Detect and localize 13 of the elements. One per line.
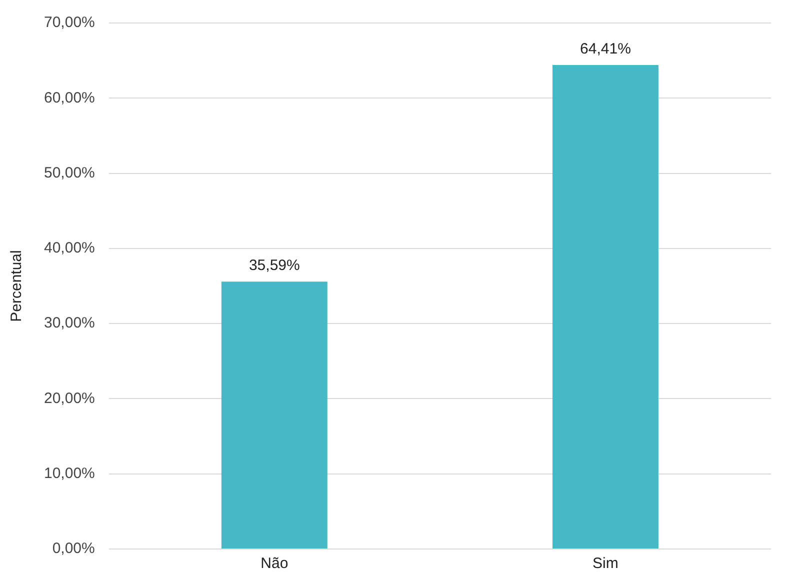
y-tick-label: 50,00% <box>44 164 95 182</box>
y-axis-title: Percentual <box>8 250 26 322</box>
y-tick-label: 30,00% <box>44 314 95 332</box>
x-tick-label: Sim <box>592 555 618 572</box>
y-tick-label: 20,00% <box>44 390 95 407</box>
data-label: 64,41% <box>580 40 631 58</box>
data-label: 35,59% <box>248 257 300 274</box>
y-tick-label: 0,00% <box>52 540 95 558</box>
x-tick-label: Não <box>260 555 288 572</box>
y-tick-label: 60,00% <box>44 89 95 106</box>
y-tick-label: 70,00% <box>44 14 95 32</box>
y-tick-label: 40,00% <box>44 240 95 257</box>
y-tick-label: 10,00% <box>44 465 95 482</box>
